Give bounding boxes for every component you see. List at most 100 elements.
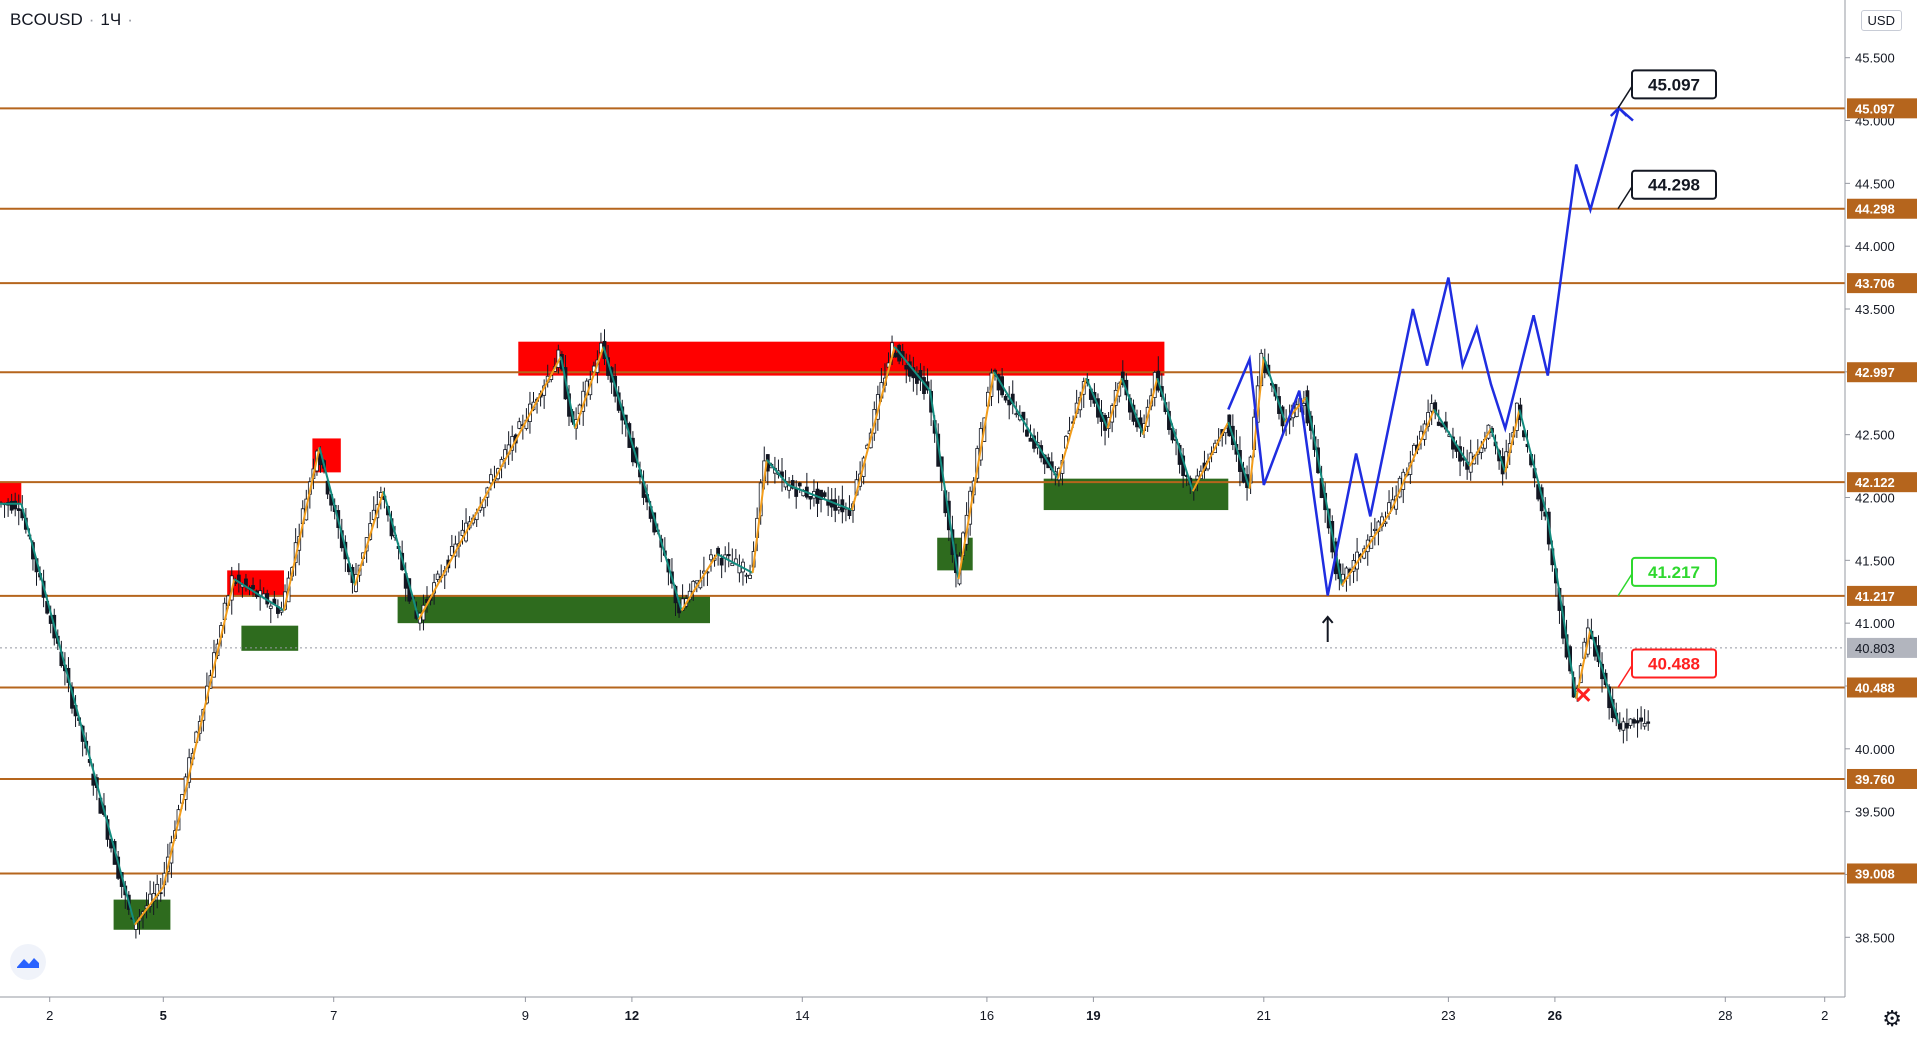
swing-up-leg [851,346,896,511]
candle [435,573,440,580]
candle [1014,413,1019,416]
swing-up-leg [574,346,605,429]
price-tick-label: 42.000 [1855,491,1895,506]
swing-down-leg [1490,428,1507,473]
time-tick-label: 7 [330,1008,337,1023]
callout-pointer [1617,665,1633,688]
candle [822,492,827,497]
candle [719,557,724,566]
supply-zone [0,482,22,504]
candle [744,574,749,577]
time-tick-label: 21 [1257,1008,1271,1023]
swing-up-leg [1142,377,1159,435]
swing-down-leg [1156,377,1194,492]
callout-pointer [1617,186,1633,210]
up-arrow-head-icon [1321,615,1334,624]
swing-down-leg [1433,409,1471,467]
candle [13,500,18,510]
level-price-tag [1847,585,1917,606]
tradingview-logo-icon[interactable] [10,944,46,980]
demand-zone [397,595,710,624]
candle [1621,721,1626,731]
swing-up-leg [283,447,321,611]
callout-pointer [1617,85,1633,109]
swing-down-leg [1262,356,1287,423]
current-price-tag [1847,637,1917,658]
level-price-label: 40.488 [1855,680,1895,695]
candle [836,507,841,511]
price-tick-label: 45.500 [1855,51,1895,66]
separator-dot: · [88,10,95,29]
candle [1436,421,1441,426]
swing-down-leg [893,346,931,392]
candle [148,893,153,907]
callout-box [1631,556,1717,587]
candle [16,508,21,511]
swing-down-leg [787,484,853,511]
swing-down-leg [929,390,960,580]
level-price-label: 42.997 [1855,365,1895,380]
time-tick-label: 5 [160,1008,167,1023]
symbol-name: BCOUSD [10,10,83,29]
time-tick-label: 28 [1718,1008,1732,1023]
level-price-tag [1847,472,1917,493]
time-tick-label: 9 [522,1008,529,1023]
level-price-tag [1847,98,1917,119]
swings-layer [0,346,1620,926]
separator-dot: · [127,10,133,29]
level-price-tag [1847,273,1917,294]
level-price-label: 44.298 [1855,202,1895,217]
price-tick-label: 44.000 [1855,239,1895,254]
price-tick-label: 38.500 [1855,930,1895,945]
candle [1341,573,1345,581]
symbol-legend[interactable]: BCOUSD · 1Ч · [10,10,133,30]
candle [1479,447,1484,453]
swing-up-leg [680,553,718,612]
callout-box [1631,648,1717,679]
settings-gear-icon[interactable]: ⚙ [1882,1006,1902,1031]
swing-down-leg [20,503,136,925]
price-tick-label: 41.500 [1855,553,1895,568]
candle [794,488,799,497]
candle [251,585,255,590]
candle [1635,720,1640,724]
level-price-tag [1847,198,1917,219]
swing-up-leg [1106,377,1123,429]
swing-down-leg [1227,421,1251,490]
candle [9,501,14,511]
candle [819,489,823,500]
level-price-tag [1847,768,1917,789]
currency-button[interactable]: USD [1860,10,1902,31]
demand-zone [1043,478,1229,511]
level-price-tag [1847,362,1917,383]
callout-box [1631,169,1717,200]
candle [1003,395,1008,401]
interval-label: 1Ч [100,10,122,29]
current-price-label: 40.803 [1855,641,1895,656]
swing-down-leg [1085,377,1109,429]
time-tick-label: 14 [795,1008,809,1023]
forecast-path [1227,105,1634,596]
candle [1632,719,1636,724]
cross-mark-icon [1576,687,1591,702]
candle [1639,717,1643,722]
callout-label: 45.097 [1648,75,1700,94]
price-axis-background [1845,0,1920,1040]
candle [268,605,273,609]
swing-up-leg [162,578,236,888]
time-tick-label: 2 [46,1008,53,1023]
candle [1617,723,1622,730]
candle [279,609,284,613]
candle [1642,723,1647,727]
candle [1025,429,1029,437]
zones-layer [0,341,1229,930]
time-axis[interactable]: 2 5 7 9 12 14 16 19 21 23 26 28 2 [0,996,1845,1040]
time-tick-label: 12 [625,1008,639,1023]
price-tick-label: 43.500 [1855,302,1895,317]
swing-down-leg [1518,409,1549,520]
level-price-label: 43.706 [1855,276,1895,291]
price-axis[interactable]: 38.50039.00039.50040.00040.50041.00041.5… [1844,0,1920,1040]
swing-down-leg [233,578,285,612]
callout-box [1631,69,1717,100]
